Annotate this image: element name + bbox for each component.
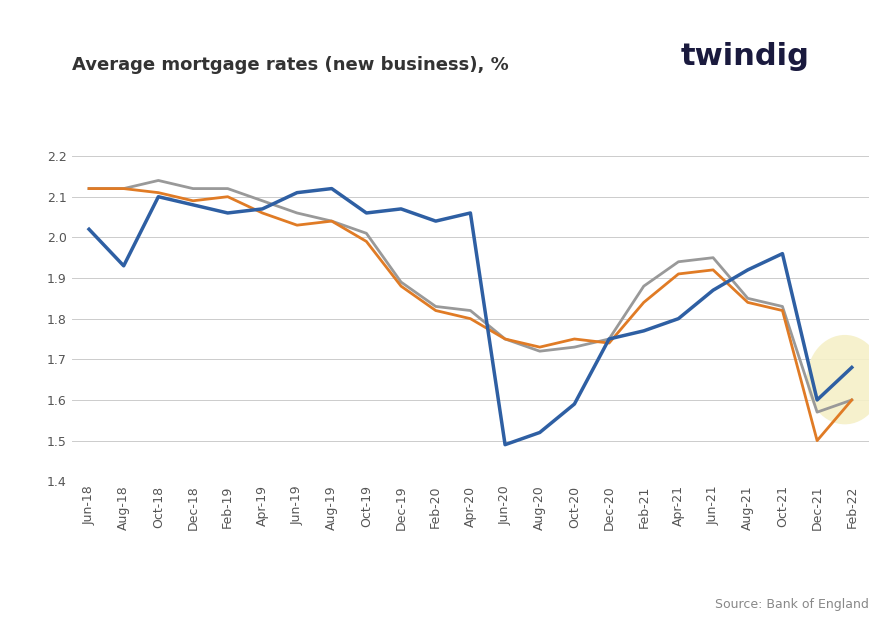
Text: Average mortgage rates (new business), %: Average mortgage rates (new business), % — [72, 56, 508, 74]
Ellipse shape — [806, 335, 883, 424]
Text: twindig: twindig — [681, 42, 810, 71]
Text: Source: Bank of England: Source: Bank of England — [715, 598, 869, 611]
